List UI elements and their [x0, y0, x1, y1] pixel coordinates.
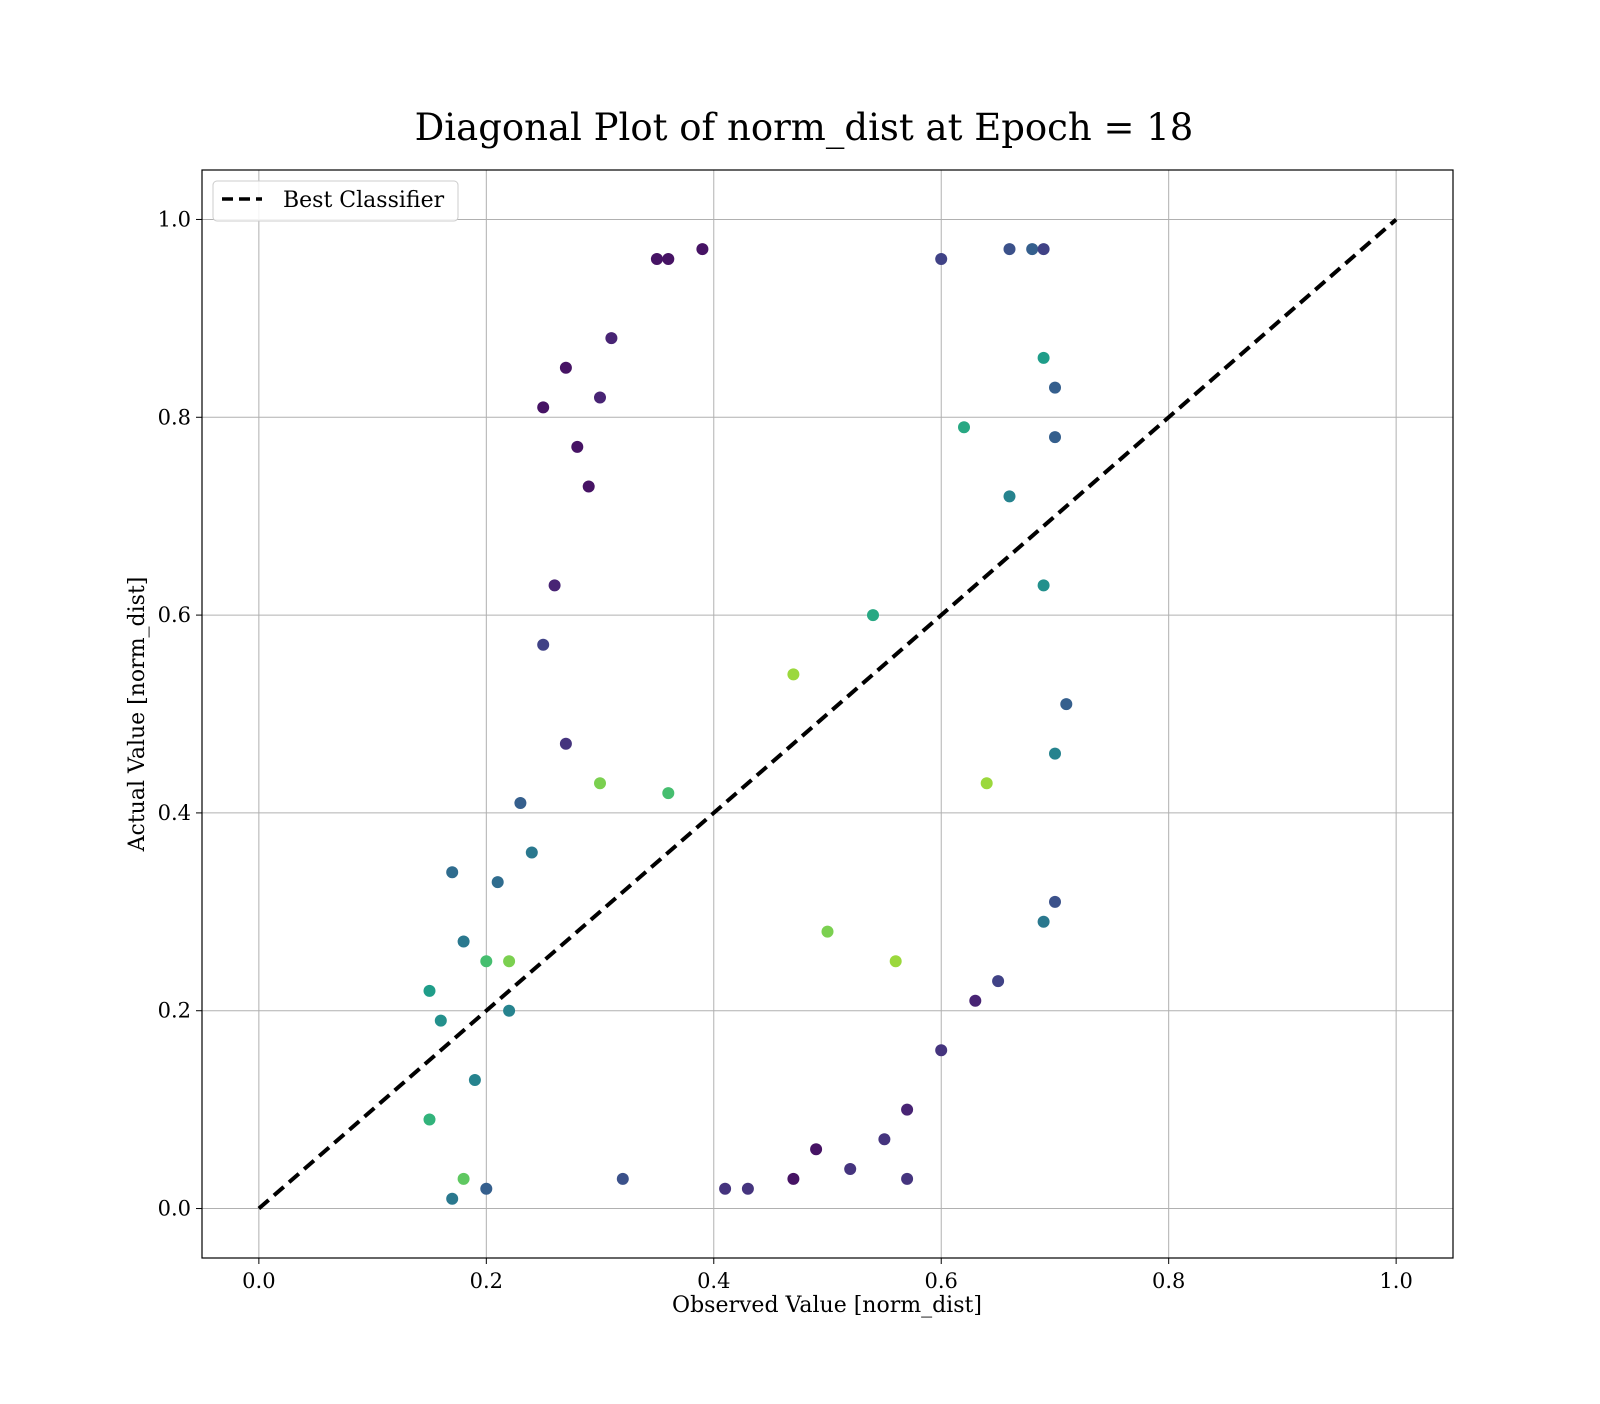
scatter-point: [446, 1192, 459, 1205]
scatter-point: [719, 1182, 732, 1195]
scatter-point: [980, 777, 993, 790]
scatter-point: [1049, 381, 1061, 394]
scatter-point: [650, 253, 663, 265]
scatter-point: [537, 401, 550, 414]
y-tick-label: 1.0: [158, 207, 191, 231]
scatter-point: [662, 253, 675, 265]
scatter-point: [537, 638, 550, 651]
legend-box: [212, 180, 459, 222]
y-tick-label: 0.2: [158, 999, 191, 1023]
x-tick-label: 0.2: [470, 1269, 503, 1293]
y-tick-label: 0.0: [158, 1197, 191, 1221]
plot-frame: [201, 169, 1454, 1259]
scatter-point: [1003, 243, 1016, 256]
scatter-point: [741, 1182, 754, 1195]
scatter-point: [1037, 915, 1050, 928]
y-tick-label: 0.4: [158, 801, 191, 825]
scatter-point: [559, 737, 572, 750]
scatter-point: [423, 984, 436, 997]
x-axis-label: Observed Value [norm_dist]: [672, 1293, 982, 1318]
scatter-point: [1037, 351, 1050, 364]
diagonal-line-layer: [257, 217, 1398, 1211]
scatter-point: [1049, 747, 1061, 760]
scatter-point: [1026, 243, 1039, 256]
scatter-point: [559, 361, 572, 374]
y-tick-label: 0.6: [158, 603, 191, 627]
x-tick-label: 0.4: [697, 1269, 730, 1293]
scatter-point: [571, 440, 584, 453]
scatter-point: [787, 1172, 800, 1185]
y-tick-label: 0.8: [158, 405, 191, 429]
scatter-point: [935, 1044, 948, 1057]
scatter-point: [696, 243, 709, 256]
scatter-point: [889, 955, 902, 968]
x-tick-label: 0.8: [1152, 1269, 1185, 1293]
scatter-point: [1037, 243, 1050, 256]
scatter-point: [503, 1004, 516, 1017]
scatter-point: [616, 1172, 629, 1185]
scatter-point: [969, 994, 982, 1007]
scatter-point: [605, 332, 618, 345]
scatter-point: [901, 1172, 914, 1185]
x-tick-label: 0.6: [925, 1269, 958, 1293]
chart-title: Diagonal Plot of norm_dist at Epoch = 18: [415, 106, 1194, 150]
scatter-point: [821, 925, 834, 938]
grid-lines: [202, 170, 1453, 1258]
scatter-point: [878, 1133, 891, 1146]
scatter-point: [1037, 579, 1050, 592]
scatter-point: [844, 1163, 857, 1175]
scatter-points: [423, 243, 1073, 1205]
best-classifier-line: [257, 217, 1398, 1211]
scatter-point: [446, 866, 459, 879]
scatter-point: [594, 777, 606, 790]
scatter-point: [1049, 431, 1061, 444]
scatter-point: [901, 1103, 914, 1116]
scatter-point: [525, 846, 538, 859]
scatter-point: [548, 579, 561, 592]
scatter-point: [662, 787, 675, 800]
scatter-point: [1003, 490, 1016, 503]
y-axis-label: Actual Value [norm_dist]: [125, 577, 150, 853]
axis-ticks: 0.0 0.0 0.2 0.2 0.4 0.4 0.6 0.6 0.8 0.8 1.0 1.0: [158, 207, 1413, 1293]
scatter-point: [1049, 895, 1061, 908]
scatter-point: [958, 421, 970, 434]
scatter-point: [480, 955, 493, 968]
x-tick-label: 0.0: [242, 1269, 275, 1293]
scatter-point: [867, 609, 879, 622]
scatter-point: [457, 1172, 470, 1185]
scatter-point: [491, 876, 504, 889]
scatter-point: [457, 935, 470, 948]
scatter-point: [787, 668, 800, 681]
legend: Best Classifier: [212, 180, 459, 222]
scatter-point: [480, 1182, 493, 1195]
scatter-point: [434, 1014, 447, 1027]
scatter-point: [503, 955, 516, 968]
scatter-point: [468, 1074, 481, 1086]
scatter-point: [582, 480, 595, 493]
scatter-point: [514, 797, 527, 809]
x-tick-label: 1.0: [1379, 1269, 1412, 1293]
scatter-point: [594, 391, 606, 404]
scatter-point: [810, 1143, 823, 1156]
scatter-point: [992, 975, 1005, 988]
legend-entry-label: Best Classifier: [283, 188, 445, 213]
scatter-point: [423, 1113, 436, 1126]
scatter-point: [935, 253, 948, 265]
scatter-point: [1060, 698, 1073, 711]
